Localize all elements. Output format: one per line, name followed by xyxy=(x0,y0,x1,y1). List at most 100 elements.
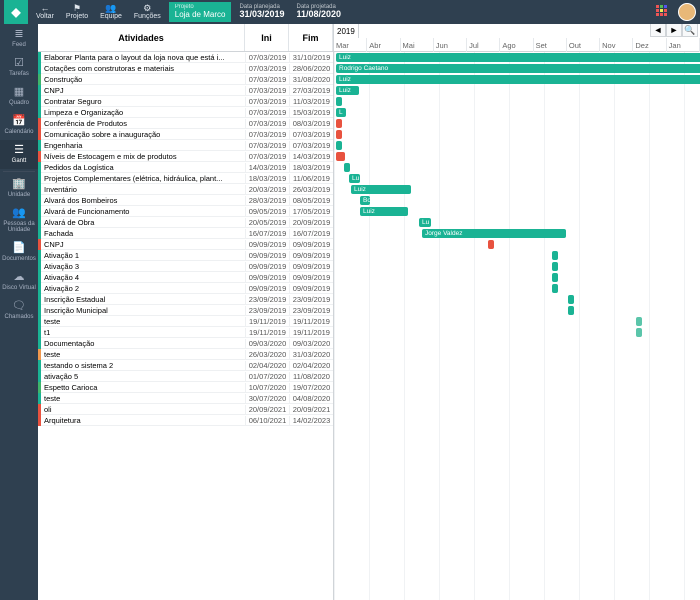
gantt-bar[interactable] xyxy=(552,251,558,260)
sidebar-item-pessoas-da-unidade[interactable]: 👥Pessoas da Unidade xyxy=(0,203,38,238)
gantt-table: Atividades Ini Fim Elaborar Planta para … xyxy=(38,24,334,600)
gantt-bar[interactable] xyxy=(552,273,558,282)
gantt-bar[interactable] xyxy=(336,152,345,161)
activity-row[interactable]: Limpeza e Organização07/03/201915/03/201… xyxy=(38,107,333,118)
nav-prev-button[interactable]: ◄ xyxy=(650,24,666,37)
gantt-bar[interactable]: Bo xyxy=(360,196,370,205)
column-header-start[interactable]: Ini xyxy=(245,24,289,51)
sidebar-item-feed[interactable]: ≣Feed xyxy=(0,24,38,53)
month-header: Jan xyxy=(667,38,700,52)
gantt-bar[interactable] xyxy=(636,328,642,337)
activity-row[interactable]: Ativação 409/09/201909/09/2019 xyxy=(38,272,333,283)
user-avatar[interactable] xyxy=(678,3,696,21)
sidebar-item-gantt[interactable]: ☰Gantt xyxy=(0,140,38,169)
activity-row[interactable]: Engenharia07/03/201907/03/2019 xyxy=(38,140,333,151)
sidebar-item-tarefas[interactable]: ☑Tarefas xyxy=(0,53,38,82)
activity-row[interactable]: Alvará dos Bombeiros28/03/201908/05/2019 xyxy=(38,195,333,206)
project-tag[interactable]: Projeto Loja de Marco xyxy=(169,2,232,21)
activity-row[interactable]: CNPJ09/09/201909/09/2019 xyxy=(38,239,333,250)
topbar: ◆ ←Voltar⚑Projeto👥Equipe⚙Funções Projeto… xyxy=(0,0,700,24)
gantt-bar[interactable] xyxy=(344,163,350,172)
gantt-bar[interactable] xyxy=(488,240,494,249)
activity-row[interactable]: CNPJ07/03/201927/03/2019 xyxy=(38,85,333,96)
month-header: Abr xyxy=(367,38,400,52)
nav-next-button[interactable]: ► xyxy=(666,24,682,37)
month-header: Dez xyxy=(633,38,666,52)
gantt-bar[interactable]: Luiz xyxy=(351,185,411,194)
activity-row[interactable]: Espetto Carioca10/07/202019/07/2020 xyxy=(38,382,333,393)
activity-row[interactable]: Conferência de Produtos07/03/201908/03/2… xyxy=(38,118,333,129)
activity-row[interactable]: Inscrição Estadual23/09/201923/09/2019 xyxy=(38,294,333,305)
gantt-bar[interactable] xyxy=(552,284,558,293)
gantt-bar[interactable] xyxy=(336,141,342,150)
nav-projeto[interactable]: ⚑Projeto xyxy=(60,2,94,22)
nav-voltar[interactable]: ←Voltar xyxy=(30,2,60,22)
activity-row[interactable]: testando o sistema 202/04/202002/04/2020 xyxy=(38,360,333,371)
month-header: Set xyxy=(534,38,567,52)
month-header: Jun xyxy=(434,38,467,52)
gantt-bar[interactable]: Jorge Valdez xyxy=(422,229,566,238)
month-header: Mai xyxy=(401,38,434,52)
activity-row[interactable]: Ativação 309/09/201909/09/2019 xyxy=(38,261,333,272)
sidebar-item-calendário[interactable]: 📅Calendário xyxy=(0,111,38,140)
gantt-bar[interactable] xyxy=(552,262,558,271)
activity-row[interactable]: teste30/07/202004/08/2020 xyxy=(38,393,333,404)
activity-row[interactable]: Comunicação sobre a inauguração07/03/201… xyxy=(38,129,333,140)
gantt-bar[interactable] xyxy=(336,97,342,106)
sidebar-item-documentos[interactable]: 📄Documentos xyxy=(0,238,38,267)
month-header: Mar xyxy=(334,38,367,52)
activity-row[interactable]: Pedidos da Logística14/03/201918/03/2019 xyxy=(38,162,333,173)
activity-row[interactable]: Documentação09/03/202009/03/2020 xyxy=(38,338,333,349)
gantt-bar[interactable] xyxy=(636,317,642,326)
date-data-projetada: Data projetada11/08/2020 xyxy=(291,2,348,22)
sidebar-item-quadro[interactable]: ▦Quadro xyxy=(0,82,38,111)
activity-row[interactable]: Níveis de Estocagem e mix de produtos07/… xyxy=(38,151,333,162)
gantt-chart: 2019 ◄ ► 🔍 MarAbrMaiJunJulAgoSetOutNovDe… xyxy=(334,24,700,600)
date-data-planejada: Data planejada31/03/2019 xyxy=(233,2,290,22)
activity-row[interactable]: teste19/11/201919/11/2019 xyxy=(38,316,333,327)
activity-row[interactable]: Arquitetura06/10/202114/02/2023 xyxy=(38,415,333,426)
activity-row[interactable]: teste26/03/202031/03/2020 xyxy=(38,349,333,360)
activity-row[interactable]: Projetos Complementares (elétrica, hidrá… xyxy=(38,173,333,184)
activity-row[interactable]: Contratar Seguro07/03/201911/03/2019 xyxy=(38,96,333,107)
month-header: Nov xyxy=(600,38,633,52)
gantt-bar[interactable]: Luiz xyxy=(336,53,700,62)
nav-funções[interactable]: ⚙Funções xyxy=(128,2,167,22)
column-header-activity[interactable]: Atividades xyxy=(38,24,245,51)
gantt-bar[interactable]: Lu xyxy=(419,218,431,227)
activity-row[interactable]: Inventário20/03/201926/03/2019 xyxy=(38,184,333,195)
sidebar-item-disco-virtual[interactable]: ☁Disco Virtual xyxy=(0,267,38,296)
activity-row[interactable]: t119/11/201919/11/2019 xyxy=(38,327,333,338)
gantt-bar[interactable]: L xyxy=(336,108,346,117)
gantt-bar[interactable] xyxy=(336,130,342,139)
gantt-bar[interactable]: Luiz xyxy=(336,86,359,95)
activity-row[interactable]: Cotações com construtoras e materiais07/… xyxy=(38,63,333,74)
gantt-bar[interactable] xyxy=(568,306,574,315)
app-logo[interactable]: ◆ xyxy=(4,0,28,24)
sidebar-item-unidade[interactable]: 🏢Unidade xyxy=(0,174,38,203)
column-header-end[interactable]: Fim xyxy=(289,24,333,51)
sidebar-item-chamados[interactable]: 🗨Chamados xyxy=(0,296,38,325)
gantt-bar[interactable]: Lu xyxy=(349,174,360,183)
apps-grid-icon[interactable] xyxy=(656,5,670,19)
activity-row[interactable]: Ativação 209/09/201909/09/2019 xyxy=(38,283,333,294)
activity-row[interactable]: Elaborar Planta para o layout da loja no… xyxy=(38,52,333,63)
month-header: Ago xyxy=(500,38,533,52)
activity-row[interactable]: Fachada16/07/201916/07/2019 xyxy=(38,228,333,239)
activity-row[interactable]: ativação 501/07/202011/08/2020 xyxy=(38,371,333,382)
month-header: Out xyxy=(567,38,600,52)
nav-equipe[interactable]: 👥Equipe xyxy=(94,2,128,22)
activity-row[interactable]: Ativação 109/09/201909/09/2019 xyxy=(38,250,333,261)
activity-row[interactable]: Construção07/03/201931/08/2020 xyxy=(38,74,333,85)
gantt-bar[interactable]: Rodrigo Caetano xyxy=(336,64,700,73)
gantt-bar[interactable]: Luiz xyxy=(360,207,408,216)
activity-row[interactable]: Alvará de Obra20/05/201920/09/2019 xyxy=(38,217,333,228)
month-header: Jul xyxy=(467,38,500,52)
activity-row[interactable]: Alvará de Funcionamento09/05/201917/05/2… xyxy=(38,206,333,217)
gantt-bar[interactable]: Luiz xyxy=(336,75,700,84)
activity-row[interactable]: oli20/09/202120/09/2021 xyxy=(38,404,333,415)
search-button[interactable]: 🔍 xyxy=(682,24,698,37)
gantt-bar[interactable] xyxy=(336,119,342,128)
gantt-bar[interactable] xyxy=(568,295,574,304)
activity-row[interactable]: Inscrição Municipal23/09/201923/09/2019 xyxy=(38,305,333,316)
